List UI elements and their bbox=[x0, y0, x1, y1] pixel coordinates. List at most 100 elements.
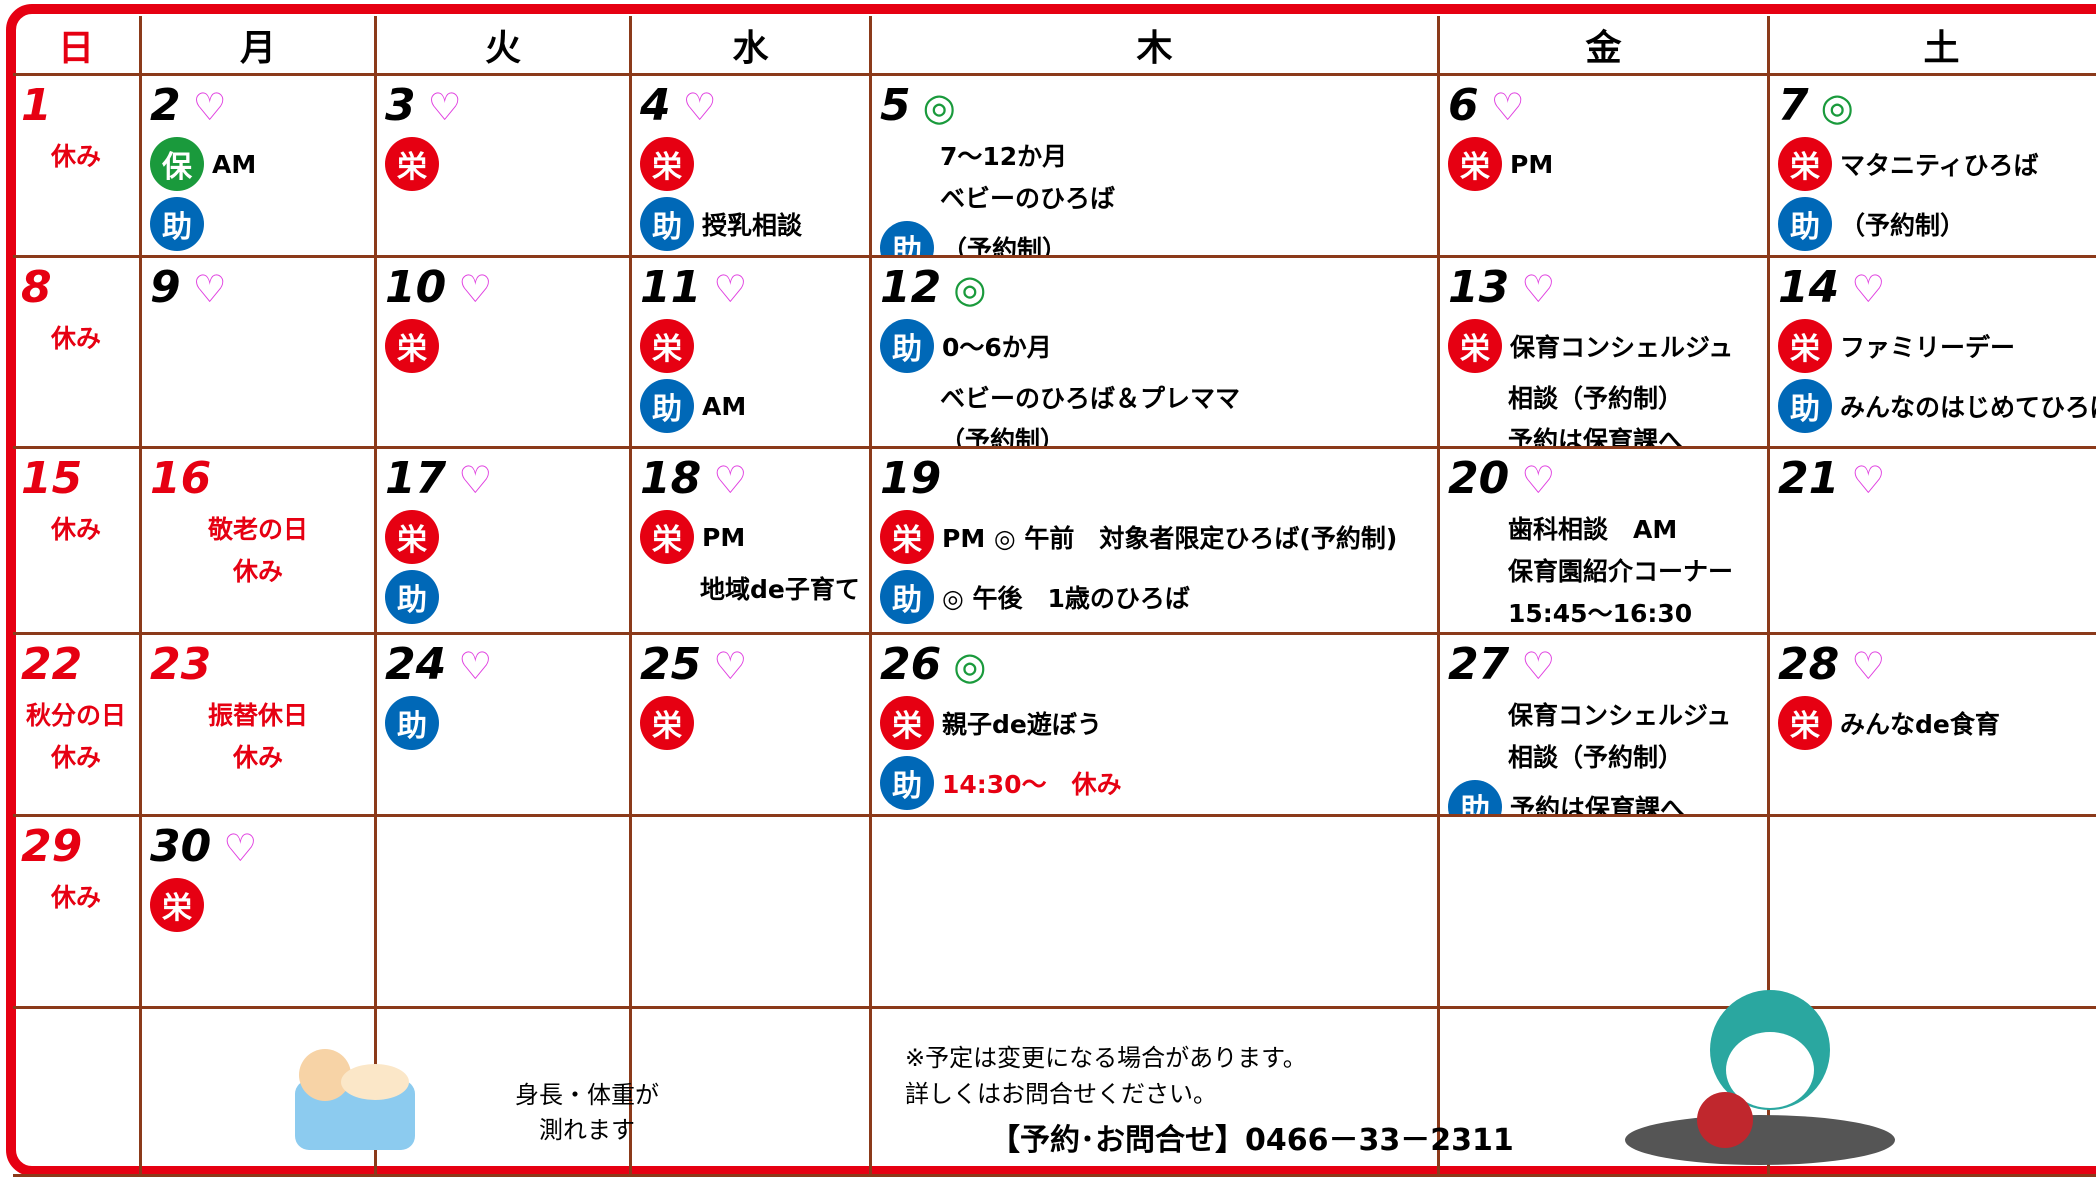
badge: 助 bbox=[1778, 197, 1832, 251]
event-text: 親子de遊ぼう bbox=[942, 710, 1102, 739]
event-text: ベビーのひろば＆プレママ bbox=[940, 384, 1241, 413]
day-mark: ♡ bbox=[1490, 85, 1525, 129]
event-row: 栄 PM ◎ 午前 対象者限定ひろば(予約制) bbox=[880, 510, 1429, 564]
day-mark: ♡ bbox=[427, 85, 462, 129]
day-head: 16 bbox=[150, 453, 366, 504]
weekday-header: 木 bbox=[872, 16, 1440, 76]
day-cell: 3 ♡ 栄 bbox=[377, 76, 632, 258]
event-row: 助予約は保育課へ bbox=[1448, 780, 1759, 817]
text: 身長・体重が bbox=[515, 1081, 659, 1109]
event-row: 保育園紹介コーナー bbox=[1448, 552, 1759, 588]
day-number: 13 bbox=[1448, 262, 1510, 313]
event-text: 休み bbox=[50, 142, 101, 171]
badge: 助 bbox=[880, 221, 934, 255]
day-head: 27 ♡ bbox=[1448, 639, 1759, 690]
day-cell: 26 ◎ 栄親子de遊ぼう助 14:30～ 休み bbox=[872, 635, 1440, 817]
day-mark: ♡ bbox=[223, 826, 258, 870]
event-text: 相談（予約制） bbox=[1508, 384, 1684, 413]
baby bbox=[299, 1049, 351, 1101]
day-mark: ♡ bbox=[1521, 644, 1556, 688]
day-cell: 11 ♡ 栄助 AM bbox=[632, 258, 872, 449]
day-mark: ◎ bbox=[953, 267, 987, 311]
footer-cell bbox=[872, 1009, 1440, 1177]
weekday-header: 日 bbox=[13, 16, 142, 76]
event-row: 栄 bbox=[385, 137, 621, 191]
frame bbox=[6, 4, 2096, 1176]
mascot-face bbox=[1726, 1032, 1814, 1108]
event-row: 相談（予約制） bbox=[1448, 379, 1759, 415]
day-mark: ♡ bbox=[713, 458, 748, 502]
day-head: 29 bbox=[21, 821, 131, 872]
baby-body bbox=[341, 1064, 409, 1100]
badge: 栄 bbox=[385, 137, 439, 191]
day-mark: ♡ bbox=[713, 267, 748, 311]
day-number: 2 bbox=[150, 80, 181, 131]
day-number: 17 bbox=[385, 453, 447, 504]
event-text: 振替休日 bbox=[207, 701, 308, 730]
day-cell: 14 ♡ 栄ファミリーデー助みんなのはじめてひろば bbox=[1770, 258, 2096, 449]
event-row: 栄 bbox=[385, 510, 621, 564]
event-text: 予約は保育課へ bbox=[1510, 794, 1686, 817]
day-cell: 15 休み bbox=[13, 449, 142, 635]
event-row: 助授乳相談 bbox=[640, 197, 861, 251]
day-head: 28 ♡ bbox=[1778, 639, 2096, 690]
event-row: 栄 bbox=[385, 319, 621, 373]
day-head: 11 ♡ bbox=[640, 262, 861, 313]
day-head: 18 ♡ bbox=[640, 453, 861, 504]
footer-cell bbox=[1770, 1009, 2096, 1177]
badge: 助 bbox=[880, 319, 934, 373]
event-text: 授乳相談 bbox=[702, 211, 803, 240]
day-head: 19 bbox=[880, 453, 1429, 504]
day-number: 30 bbox=[150, 821, 212, 872]
event-row: 休み bbox=[21, 738, 131, 774]
event-text: （予約制） bbox=[1840, 211, 1966, 240]
event-row: 助 （予約制） bbox=[1778, 197, 2096, 251]
event-row: ベビーのひろば bbox=[880, 179, 1429, 215]
day-number: 28 bbox=[1778, 639, 1840, 690]
day-mark: ♡ bbox=[682, 85, 717, 129]
weekday-header: 月 bbox=[142, 16, 377, 76]
text: 詳しくはお問合せください。 bbox=[905, 1080, 1217, 1108]
day-cell: 4 ♡ 栄助授乳相談 bbox=[632, 76, 872, 258]
event-row: 休み bbox=[21, 137, 131, 173]
footer-cell bbox=[632, 1009, 872, 1177]
event-row: 休み bbox=[21, 319, 131, 355]
day-head: 2 ♡ bbox=[150, 80, 366, 131]
day-mark: ♡ bbox=[458, 267, 493, 311]
event-row: 栄 bbox=[640, 696, 861, 750]
event-text: （予約制） bbox=[940, 426, 1066, 449]
day-head: 10 ♡ bbox=[385, 262, 621, 313]
event-row: 休み bbox=[150, 552, 366, 588]
event-text: 保育コンシェルジュ bbox=[1508, 701, 1732, 730]
event-text: ファミリーデー bbox=[1840, 333, 2016, 362]
day-number: 24 bbox=[385, 639, 447, 690]
event-row: ベビーのひろば＆プレママ bbox=[880, 379, 1429, 415]
day-number: 3 bbox=[385, 80, 416, 131]
badge: 助 bbox=[640, 379, 694, 433]
day-number: 8 bbox=[21, 262, 52, 313]
event-text: マタニティひろば bbox=[1840, 151, 2039, 180]
day-head: 20 ♡ bbox=[1448, 453, 1759, 504]
day-cell: 1 休み bbox=[13, 76, 142, 258]
event-row: 栄親子de遊ぼう bbox=[880, 696, 1429, 750]
day-cell bbox=[872, 817, 1440, 1009]
footer-cell bbox=[13, 1009, 142, 1177]
day-number: 1 bbox=[21, 80, 52, 131]
footer-cell bbox=[377, 1009, 632, 1177]
event-text: PM ◎ 午前 対象者限定ひろば(予約制) bbox=[942, 524, 1398, 553]
badge: 栄 bbox=[150, 878, 204, 932]
day-cell: 16 敬老の日 休み bbox=[142, 449, 377, 635]
event-row: 助 bbox=[385, 696, 621, 750]
event-row: （予約制） bbox=[880, 421, 1429, 449]
day-head: 15 bbox=[21, 453, 131, 504]
day-cell: 28 ♡ 栄みんなde食育 bbox=[1770, 635, 2096, 817]
weekday-header: 金 bbox=[1440, 16, 1770, 76]
day-cell: 9 ♡ bbox=[142, 258, 377, 449]
event-row: 助 （予約制） bbox=[880, 221, 1429, 255]
event-row: 栄ファミリーデー bbox=[1778, 319, 2096, 373]
badge: 栄 bbox=[1778, 137, 1832, 191]
event-text: みんなのはじめてひろば bbox=[1840, 393, 2096, 422]
event-text: 休み bbox=[232, 743, 283, 772]
